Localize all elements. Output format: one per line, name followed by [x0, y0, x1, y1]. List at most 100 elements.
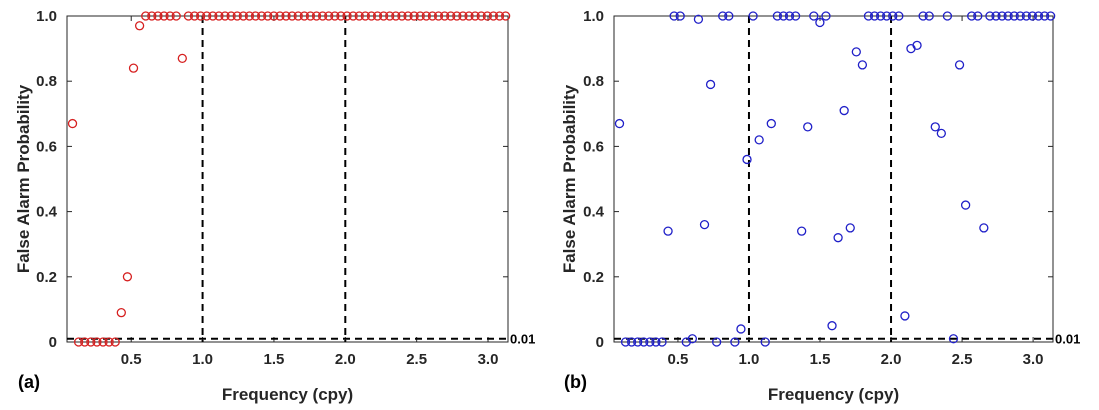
data-point: [293, 11, 303, 21]
data-point: [888, 11, 898, 21]
data-point: [250, 11, 261, 21]
data-point: [378, 11, 389, 21]
data-point: [159, 11, 169, 21]
data-point: [403, 11, 413, 21]
data-point: [391, 11, 401, 21]
x-tick-label: 1.5: [810, 351, 831, 368]
data-point: [705, 79, 716, 90]
data-point: [80, 337, 90, 347]
data-point: [385, 11, 395, 21]
data-point: [973, 11, 983, 21]
data-point: [256, 11, 267, 21]
x-tick-label: 2.5: [952, 351, 973, 368]
data-point: [693, 14, 704, 24]
plot-area: [66, 15, 509, 343]
data-point: [482, 11, 492, 21]
data-point: [244, 11, 255, 21]
data-point: [651, 337, 661, 347]
data-point: [699, 219, 710, 230]
data-point: [202, 11, 212, 21]
data-point: [1045, 11, 1056, 21]
data-point: [766, 118, 776, 129]
data-point: [845, 223, 855, 233]
data-point: [421, 11, 431, 21]
data-point: [433, 11, 444, 21]
data-point: [458, 11, 468, 21]
data-point: [760, 337, 770, 347]
x-tick-label: 3.0: [1023, 351, 1044, 368]
data-point: [98, 337, 108, 347]
data-point: [183, 11, 194, 21]
data-point: [833, 233, 843, 243]
data-point: [954, 60, 965, 70]
data-point: [614, 118, 625, 129]
data-point: [116, 308, 126, 318]
y-tick-label: 0.2: [583, 269, 604, 286]
y-tick-label: 0.8: [36, 73, 57, 90]
data-point: [287, 11, 297, 21]
data-point: [997, 11, 1007, 21]
data-point: [790, 11, 801, 21]
data-point: [626, 337, 637, 347]
y-tick-label: 0.6: [36, 138, 57, 155]
data-point: [470, 11, 480, 21]
data-point: [177, 53, 187, 64]
data-point: [281, 11, 291, 21]
data-point: [851, 47, 861, 57]
data-point: [238, 11, 248, 21]
y-tick-label: 0: [596, 334, 604, 351]
data-point: [275, 11, 285, 21]
data-point: [330, 11, 340, 21]
data-point: [875, 11, 886, 21]
data-point: [942, 11, 953, 21]
panel-label: (a): [18, 372, 40, 392]
y-tick-label: 0.8: [583, 73, 604, 90]
data-point: [620, 337, 631, 347]
data-point: [1033, 11, 1044, 21]
x-tick-label: 1.0: [739, 351, 760, 368]
data-point: [360, 11, 370, 21]
data-point: [1009, 11, 1019, 21]
data-point: [110, 337, 120, 347]
chart-panel-a: 0 0.2 0.4 0.6 0.8 1.0 0.5 1.0 1.5 2.0 2.5 3.0 0.01 Fr…: [14, 8, 535, 404]
data-point: [189, 11, 200, 21]
data-point: [128, 63, 139, 73]
data-point: [208, 11, 218, 21]
data-point: [1015, 11, 1025, 21]
data-point: [797, 226, 807, 236]
data-point: [342, 11, 352, 21]
data-point: [397, 11, 407, 21]
x-axis-label: Frequency (cpy): [768, 385, 899, 404]
data-point: [967, 11, 977, 21]
data-point: [348, 11, 358, 21]
data-point: [711, 337, 722, 347]
plot-area: [613, 15, 1054, 343]
data-point: [415, 11, 425, 21]
data-point: [730, 337, 740, 347]
x-tick-label: 2.0: [881, 351, 902, 368]
data-point: [409, 11, 419, 21]
data-point: [311, 11, 322, 21]
data-point: [92, 337, 102, 347]
y-axis-label: False Alarm Probability: [560, 84, 579, 273]
data-point: [500, 11, 511, 21]
x-axis-label: Frequency (cpy): [222, 385, 353, 404]
data-point: [815, 17, 825, 28]
threshold-label: 0.01: [510, 332, 535, 347]
x-tick-label: 1.5: [264, 351, 285, 368]
data-point: [869, 11, 880, 21]
data-point: [220, 11, 230, 21]
data-point: [1039, 11, 1050, 21]
x-tick-label: 2.5: [406, 351, 427, 368]
data-point: [839, 105, 849, 116]
data-point: [488, 11, 499, 21]
data-point: [991, 11, 1001, 21]
data-point: [305, 11, 316, 21]
data-point: [784, 11, 795, 21]
data-point: [809, 11, 819, 21]
data-point: [924, 11, 934, 21]
data-point: [718, 11, 728, 21]
y-axis-label: False Alarm Probability: [14, 84, 33, 273]
data-point: [1003, 11, 1013, 21]
